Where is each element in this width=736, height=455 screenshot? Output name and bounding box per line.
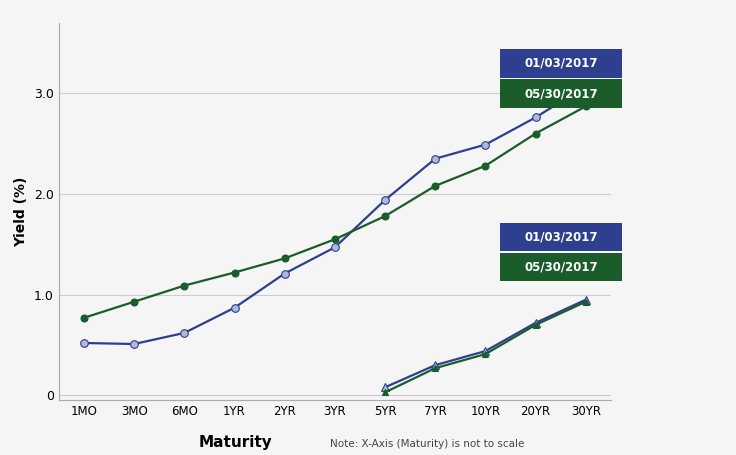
FancyBboxPatch shape — [500, 79, 622, 108]
Y-axis label: Yield (%): Yield (%) — [15, 177, 29, 247]
Text: 05/30/2017: 05/30/2017 — [524, 261, 598, 274]
Text: Maturity: Maturity — [199, 435, 272, 450]
Text: 01/03/2017: 01/03/2017 — [525, 57, 598, 70]
Text: Note: X-Axis (Maturity) is not to scale: Note: X-Axis (Maturity) is not to scale — [330, 439, 524, 449]
FancyBboxPatch shape — [500, 49, 622, 77]
FancyBboxPatch shape — [500, 253, 622, 282]
Text: 05/30/2017: 05/30/2017 — [524, 87, 598, 100]
FancyBboxPatch shape — [500, 223, 622, 251]
Text: 01/03/2017: 01/03/2017 — [525, 231, 598, 243]
